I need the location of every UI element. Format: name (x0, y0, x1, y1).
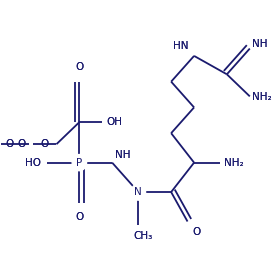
Text: NH₂: NH₂ (253, 92, 272, 102)
Text: OH: OH (106, 117, 122, 127)
Text: NH: NH (115, 150, 131, 160)
Text: NH₂: NH₂ (224, 158, 244, 168)
Circle shape (131, 184, 146, 200)
Text: NH: NH (253, 39, 268, 49)
Text: N: N (134, 187, 142, 197)
Text: CH₃: CH₃ (134, 231, 153, 241)
Text: HN: HN (173, 41, 188, 52)
Text: HO: HO (25, 158, 41, 168)
Text: O: O (18, 139, 26, 149)
Text: NH: NH (115, 150, 131, 160)
Text: CH₃: CH₃ (134, 231, 153, 241)
Text: O: O (192, 227, 201, 237)
Text: P: P (76, 158, 83, 168)
Text: HN: HN (173, 41, 188, 52)
Text: O: O (18, 139, 26, 149)
Text: O: O (6, 139, 14, 149)
Text: O: O (41, 139, 49, 149)
Text: NH: NH (253, 39, 268, 49)
Text: HO: HO (25, 158, 41, 168)
Text: O: O (75, 212, 83, 222)
Text: O: O (75, 62, 83, 73)
Text: P: P (76, 158, 83, 168)
Text: O: O (192, 227, 201, 237)
Text: O: O (6, 139, 14, 149)
Text: NH₂: NH₂ (253, 92, 272, 102)
Text: NH₂: NH₂ (224, 158, 244, 168)
Text: OH: OH (106, 117, 122, 127)
Text: N: N (134, 187, 142, 197)
Text: O: O (75, 62, 83, 73)
Text: O: O (41, 139, 49, 149)
Text: O: O (75, 212, 83, 222)
Circle shape (72, 155, 87, 171)
